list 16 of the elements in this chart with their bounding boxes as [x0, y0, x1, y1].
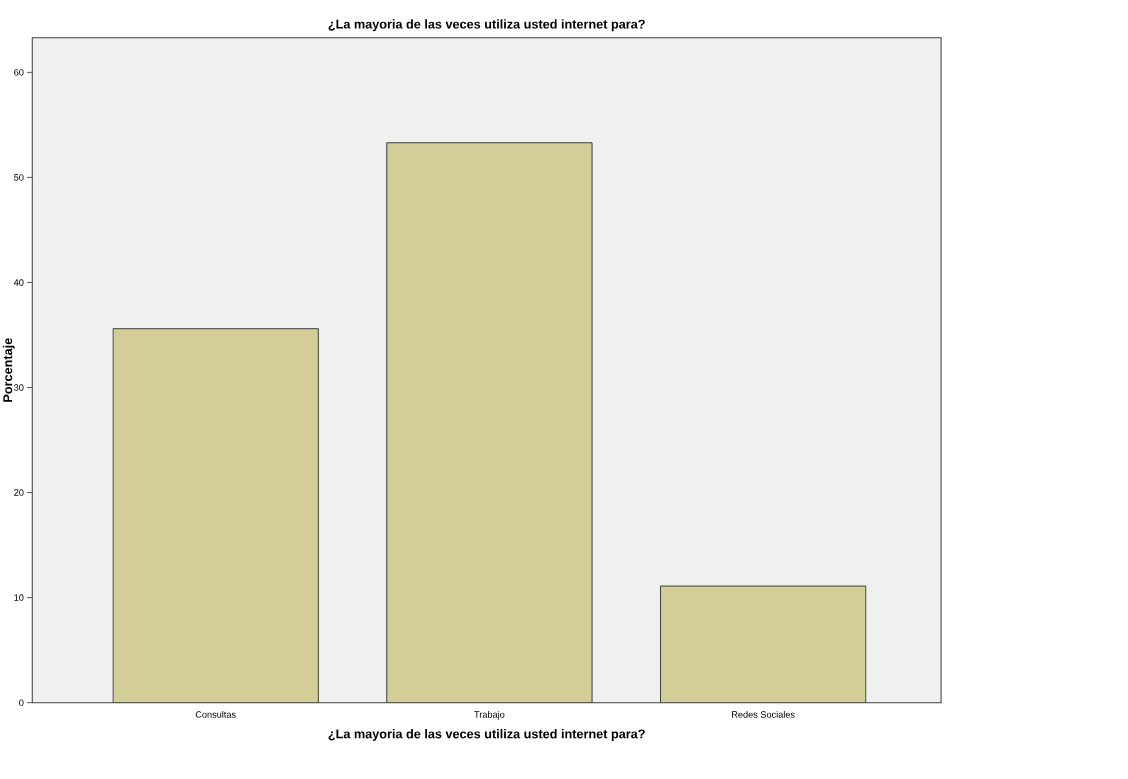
- y-tick-label: 50: [14, 174, 24, 181]
- x-tick-label: Redes Sociales: [732, 711, 795, 718]
- y-tick-label: 40: [13, 279, 24, 286]
- x-axis-title: ¿La mayoria de las veces utiliza usted internet para?: [328, 729, 645, 741]
- y-axis-title: Porcentaje: [2, 338, 15, 402]
- x-tick-label: Trabajo: [474, 711, 505, 720]
- bar: [112, 328, 319, 703]
- chart-title: ¿La mayoria de las veces utiliza usted internet para?: [328, 19, 645, 32]
- bar: [386, 142, 593, 703]
- x-tick-label: Consultas: [195, 711, 236, 718]
- y-tick-label: 10: [14, 594, 24, 601]
- bar: [660, 585, 867, 703]
- y-tick-label: 60: [14, 69, 24, 76]
- y-tick-label: 20: [14, 489, 24, 496]
- y-tick-label: 0: [19, 699, 24, 706]
- y-tick-label: 30: [14, 384, 24, 391]
